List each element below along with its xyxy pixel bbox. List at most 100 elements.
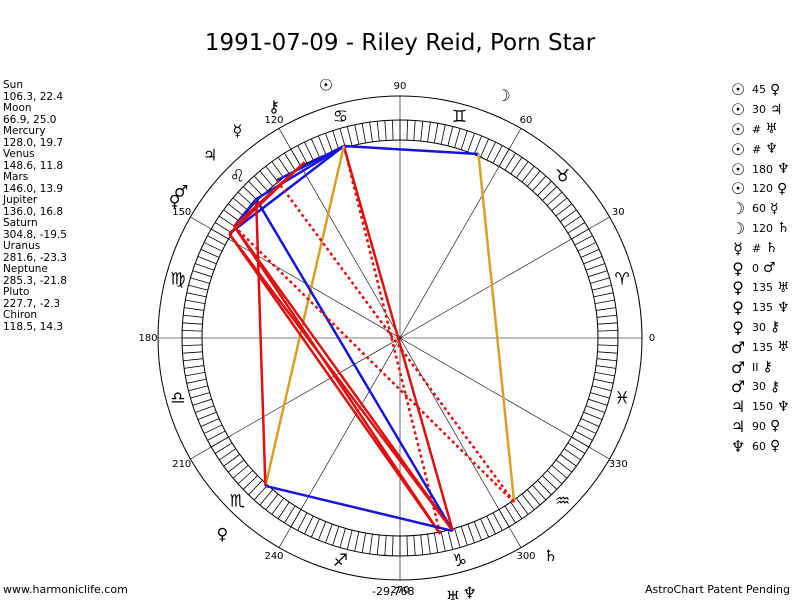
position-name-mars: Mars <box>3 171 29 183</box>
degree-tick <box>182 329 203 332</box>
aspect-value: 30 <box>752 320 766 334</box>
degree-tick <box>232 464 249 479</box>
jupiter-glyph-icon: ♃ <box>770 101 783 118</box>
degree-tick <box>376 534 380 555</box>
neptune-glyph-icon: ♆ <box>777 299 790 316</box>
mercury-glyph-icon: ☿ <box>770 200 779 217</box>
degree-tick <box>585 405 605 413</box>
degree-tick <box>580 248 600 258</box>
degree-tick <box>185 371 206 377</box>
aspect-row: ☿ # ♄ <box>728 238 798 258</box>
degree-tick <box>346 530 353 550</box>
degree-tick <box>197 411 217 421</box>
venus-glyph-icon: ♀ <box>770 81 781 98</box>
pisces-sign-icon: ♓ <box>615 389 630 409</box>
degree-tick <box>583 411 603 421</box>
degree-tick <box>588 398 608 406</box>
degree-label: 150 <box>172 207 191 218</box>
degree-label: 180 <box>138 333 157 344</box>
degree-label: 300 <box>516 551 535 562</box>
position-value-pluto: 227.7, -2.3 <box>3 297 61 310</box>
degree-tick <box>223 209 241 222</box>
aspect-line <box>233 225 454 532</box>
degree-tick <box>596 307 616 311</box>
degree-tick <box>596 365 616 369</box>
aspect-line <box>255 144 345 201</box>
degree-tick <box>510 157 523 175</box>
degree-tick <box>188 284 208 291</box>
degree-tick <box>433 123 439 144</box>
degree-tick <box>339 128 346 148</box>
aspect-row: ♀ 135 ♅ <box>728 278 798 298</box>
aspect-line <box>264 145 346 487</box>
degree-tick <box>184 365 204 369</box>
aspect-row: ☉ # ♅ <box>728 120 798 140</box>
chiron-glyph-icon: ⚷ <box>770 378 781 395</box>
degree-tick <box>277 157 290 175</box>
degree-label: 210 <box>172 459 191 470</box>
degree-label: 330 <box>609 459 628 470</box>
position-name-sun: Sun <box>3 79 23 91</box>
degree-tick <box>192 398 212 406</box>
sun-glyph-icon: ☉ <box>730 80 746 100</box>
leo-sign-icon: ♌ <box>230 166 245 186</box>
degree-tick <box>593 292 614 298</box>
uranus-glyph-icon: ♅ <box>765 121 778 138</box>
degree-tick <box>325 133 333 153</box>
degree-tick <box>207 430 226 441</box>
degree-tick <box>590 392 610 399</box>
degree-tick <box>420 534 424 555</box>
degree-tick <box>532 484 547 501</box>
degree-tick <box>200 418 220 428</box>
position-value-sun: 106.3, 22.4 <box>3 90 64 103</box>
degree-tick <box>577 242 597 252</box>
degree-tick <box>585 263 605 271</box>
aspect-line <box>228 233 454 532</box>
aspect-row: ☉ 45 ♀ <box>728 80 798 100</box>
degree-tick <box>219 448 237 461</box>
position-value-venus: 148.6, 11.8 <box>3 159 64 172</box>
degree-tick <box>596 358 617 362</box>
degree-tick <box>597 351 618 354</box>
aspect-row: ♀ 30 ⚷ <box>728 318 798 338</box>
mars-glyph-icon: ♂ <box>730 337 746 357</box>
aspect-value: # <box>752 122 762 136</box>
degree-tick <box>433 532 439 553</box>
footer-number: -29,768 <box>372 585 415 598</box>
capricorn-sign-icon: ♑ <box>452 551 467 571</box>
sun-glyph-icon: ☉ <box>730 119 746 139</box>
degree-tick <box>259 170 274 187</box>
scorpio-sign-icon: ♏ <box>230 492 245 512</box>
pluto-glyph-icon: ♀ <box>777 180 788 197</box>
venus-planet-icon: ♀ <box>216 524 228 543</box>
sector-line <box>278 128 401 339</box>
degree-tick <box>460 526 468 546</box>
degree-tick <box>183 314 204 318</box>
aspect-row: ☽ 120 ♄ <box>728 219 798 239</box>
aspect-line <box>255 198 454 532</box>
degree-tick <box>413 120 416 141</box>
taurus-sign-icon: ♉ <box>555 166 570 186</box>
degree-tick <box>510 501 523 519</box>
uranus-planet-icon: ♅ <box>446 588 460 600</box>
pluto-planet-icon: ♀ <box>169 191 181 210</box>
neptune-glyph-icon: ♆ <box>730 436 746 456</box>
aspect-row: ♀ 0 ♂ <box>728 258 798 278</box>
degree-tick <box>248 480 263 496</box>
degree-tick <box>532 175 547 192</box>
position-name-venus: Venus <box>3 148 35 160</box>
sun-glyph-icon: ☉ <box>730 159 746 179</box>
degree-tick <box>555 203 573 217</box>
degree-tick <box>237 191 254 206</box>
degree-tick <box>592 385 612 392</box>
degree-tick <box>467 523 475 543</box>
aspect-line <box>342 145 442 535</box>
degree-tick <box>516 161 529 179</box>
chiron-planet-icon: ⚷ <box>268 97 280 116</box>
degree-tick <box>486 515 496 535</box>
venus-glyph-icon: ♀ <box>732 298 744 318</box>
mercury-planet-icon: ☿ <box>233 121 243 140</box>
degree-tick <box>559 209 577 222</box>
degree-tick <box>195 405 215 413</box>
sector-line <box>190 216 401 339</box>
